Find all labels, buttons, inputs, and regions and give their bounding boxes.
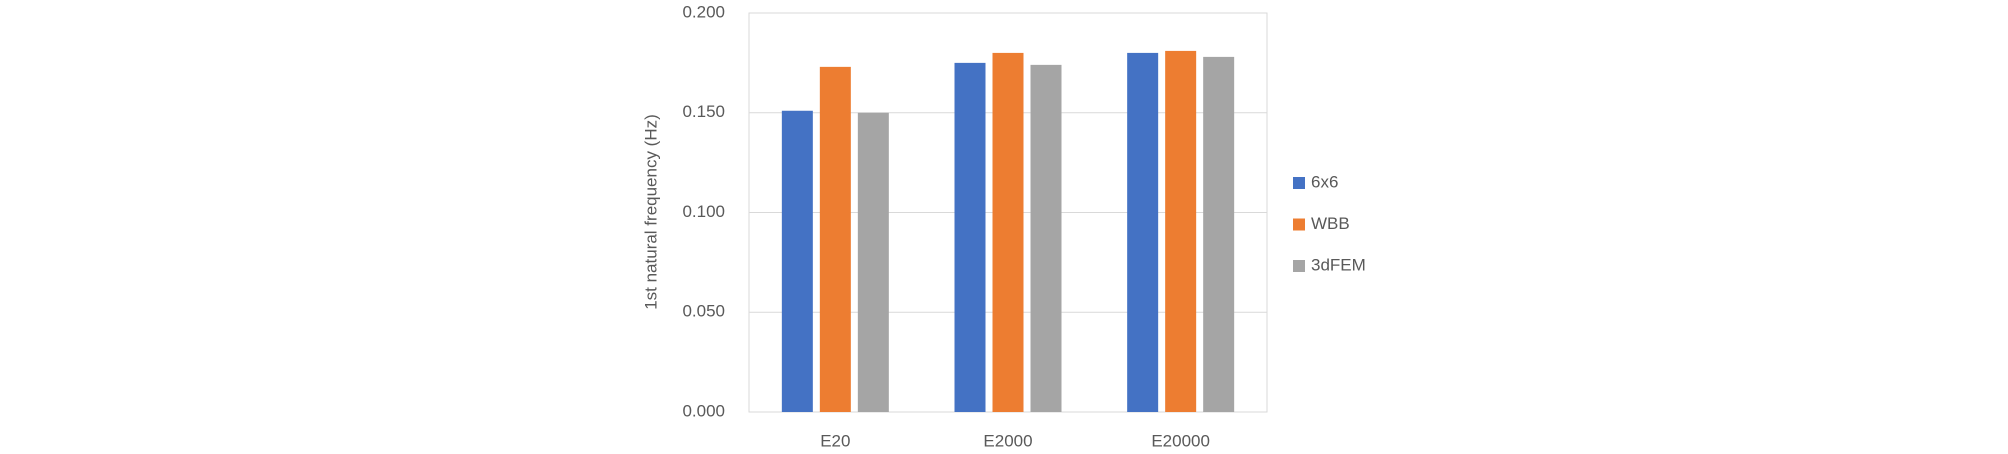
bar <box>954 62 986 412</box>
bar <box>781 110 813 412</box>
legend-swatch <box>1293 218 1305 231</box>
bar <box>819 66 851 413</box>
x-tick-label: E20000 <box>1151 431 1210 450</box>
legend-label: 6x6 <box>1311 172 1338 191</box>
x-tick-label: E20 <box>820 431 850 450</box>
bar <box>857 112 889 412</box>
bar <box>992 52 1024 413</box>
bar <box>1030 64 1062 413</box>
x-tick-label: E2000 <box>983 431 1032 450</box>
legend-swatch <box>1293 260 1305 272</box>
y-tick-label: 0.100 <box>682 202 725 221</box>
y-tick-label: 0.000 <box>682 401 725 420</box>
legend-label: WBB <box>1311 214 1350 233</box>
bar <box>1165 50 1197 412</box>
y-tick-label: 0.200 <box>682 2 725 21</box>
legend-label: 3dFEM <box>1311 255 1366 274</box>
bar <box>1203 56 1235 412</box>
bar <box>1127 52 1159 413</box>
y-axis-title: 1st natural frequency (Hz) <box>641 114 660 310</box>
y-tick-label: 0.150 <box>682 102 725 121</box>
y-tick-label: 0.050 <box>682 302 725 321</box>
legend-swatch <box>1293 177 1305 189</box>
